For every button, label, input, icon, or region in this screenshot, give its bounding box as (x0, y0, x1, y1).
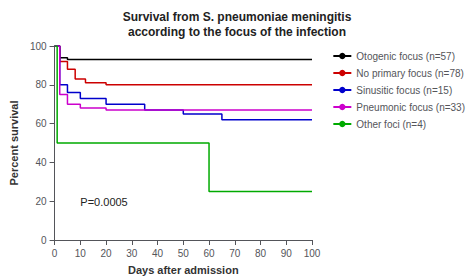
svg-text:50: 50 (178, 248, 190, 259)
svg-text:90: 90 (281, 248, 293, 259)
svg-text:40: 40 (152, 248, 164, 259)
svg-text:Sinusitic focus (n=15): Sinusitic focus (n=15) (356, 85, 452, 96)
svg-text:80: 80 (35, 79, 47, 90)
svg-text:30: 30 (126, 248, 138, 259)
svg-text:Days after admission: Days after admission (128, 264, 239, 276)
svg-text:No primary focus (n=78): No primary focus (n=78) (356, 68, 464, 79)
svg-text:Pneumonic focus (n=33): Pneumonic focus (n=33) (356, 102, 465, 113)
svg-text:Otogenic focus (n=57): Otogenic focus (n=57) (356, 51, 455, 62)
svg-text:Percent survival: Percent survival (8, 101, 20, 186)
svg-text:100: 100 (30, 41, 47, 52)
svg-text:0: 0 (52, 248, 58, 259)
svg-text:80: 80 (255, 248, 267, 259)
svg-text:according to the focus of the: according to the focus of the infection (128, 25, 346, 39)
svg-text:20: 20 (35, 196, 47, 207)
svg-text:100: 100 (304, 248, 321, 259)
svg-text:10: 10 (75, 248, 87, 259)
svg-text:70: 70 (229, 248, 241, 259)
svg-text:P=0.0005: P=0.0005 (80, 196, 127, 208)
svg-text:20: 20 (101, 248, 113, 259)
svg-text:Survival from S. pneumoniae me: Survival from S. pneumoniae meningitis (123, 10, 352, 24)
svg-text:40: 40 (35, 157, 47, 168)
svg-text:60: 60 (203, 248, 215, 259)
svg-text:Other foci (n=4): Other foci (n=4) (356, 119, 426, 130)
svg-text:0: 0 (41, 235, 47, 246)
svg-text:60: 60 (35, 118, 47, 129)
